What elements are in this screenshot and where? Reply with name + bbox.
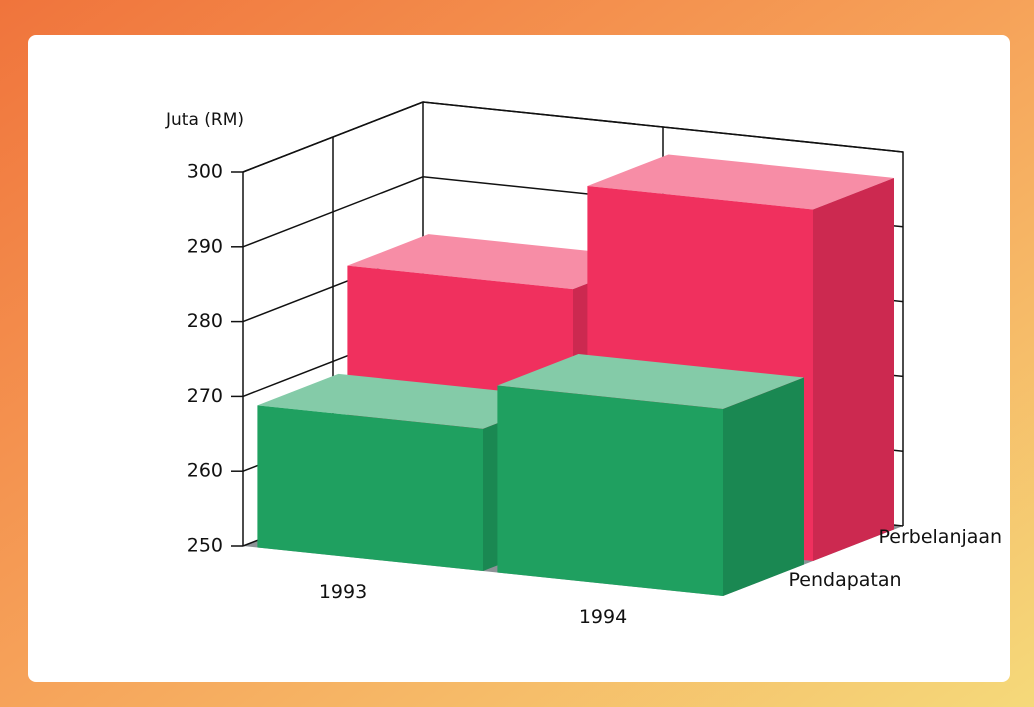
- y-tick-label: 260: [187, 460, 223, 482]
- y-axis-label: Juta (RM): [165, 110, 244, 130]
- y-tick-label: 280: [187, 310, 223, 332]
- bar: [497, 354, 804, 596]
- grid-line: [242, 101, 904, 173]
- y-tick-label: 300: [187, 161, 223, 183]
- bar-front: [497, 385, 723, 596]
- x-tick-label: 1993: [319, 581, 367, 603]
- legend-label: Perbelanjaan: [879, 526, 1003, 548]
- bar-top: [347, 234, 654, 290]
- legend-label: Pendapatan: [789, 569, 902, 591]
- y-tick-label: 250: [187, 535, 223, 557]
- bar-front: [257, 405, 483, 571]
- y-tick-label: 290: [187, 235, 223, 257]
- bar-top: [587, 154, 894, 210]
- bar-top: [257, 373, 564, 429]
- y-tick-label: 270: [187, 385, 223, 407]
- x-tick-label: 1994: [579, 606, 627, 628]
- bar-side: [813, 177, 894, 561]
- bar-side: [723, 377, 804, 596]
- bar-top: [497, 354, 804, 409]
